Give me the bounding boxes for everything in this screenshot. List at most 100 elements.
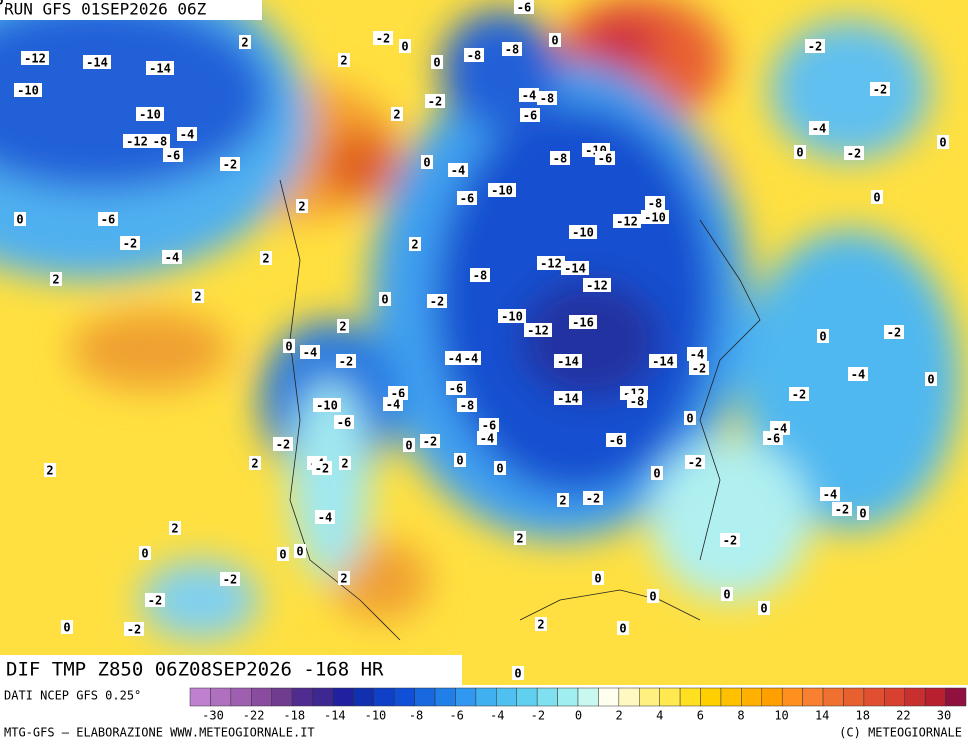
contour-label-box — [820, 487, 840, 501]
contour-label: 2 — [516, 532, 523, 546]
contour-label-box — [884, 325, 904, 339]
contour-label: 0 — [63, 621, 70, 635]
legend-tick-label: -6 — [449, 709, 463, 723]
contour-label: -8 — [553, 152, 567, 166]
contour-label-box — [809, 121, 829, 135]
contour-label: 0 — [16, 213, 23, 227]
contour-label-box — [14, 212, 26, 226]
contour-label: 0 — [279, 548, 286, 562]
contour-label-box — [870, 82, 890, 96]
contour-label-box — [470, 268, 490, 282]
contour-label: 2 — [339, 320, 346, 334]
contour-label-box — [498, 309, 526, 323]
contour-label: 0 — [873, 191, 880, 205]
contour-label-box — [844, 146, 864, 160]
contour-label-box — [283, 339, 295, 353]
contour-label-box — [123, 134, 151, 148]
contour-label-box — [645, 196, 665, 210]
contour-label: -6 — [482, 419, 496, 433]
contour-label: -8 — [630, 395, 644, 409]
color-swatch — [414, 687, 436, 707]
contour-label-box — [337, 319, 349, 333]
color-swatch — [924, 687, 946, 707]
contour-label: -8 — [467, 49, 481, 63]
contour-label: -6 — [517, 1, 531, 15]
contour-label: -4 — [690, 348, 704, 362]
color-swatch — [516, 687, 538, 707]
legend-tick-label: -22 — [243, 709, 265, 723]
contour-label-box — [145, 593, 165, 607]
contour-label: -2 — [423, 435, 437, 449]
contour-label: -4 — [165, 251, 179, 265]
contour-label: -6 — [766, 432, 780, 446]
legend-tick-label: -18 — [283, 709, 305, 723]
color-swatch — [618, 687, 640, 707]
contour-label-box — [427, 294, 447, 308]
color-swatch — [741, 687, 763, 707]
contour-label: 2 — [46, 464, 53, 478]
contour-label: -14 — [557, 355, 579, 369]
contour-label-box — [789, 387, 809, 401]
contour-label-box — [312, 461, 332, 475]
contour-label-box — [220, 157, 240, 171]
contour-label: -12 — [616, 215, 638, 229]
contour-label-box — [339, 456, 351, 470]
contour-label-box — [249, 456, 261, 470]
contour-label: 0 — [619, 622, 626, 636]
contour-label-box — [848, 367, 868, 381]
contour-label-box — [296, 199, 308, 213]
contour-label-box — [857, 506, 869, 520]
contour-label-box — [448, 163, 468, 177]
contour-label: 2 — [241, 36, 248, 50]
contour-label-box — [162, 250, 182, 264]
contour-label: 0 — [514, 667, 521, 681]
contour-label: -2 — [873, 83, 887, 97]
color-swatch — [189, 687, 211, 707]
contour-label: -14 — [564, 262, 586, 276]
contour-label-box — [420, 434, 440, 448]
contour-label-box — [313, 398, 341, 412]
contour-label: 0 — [296, 545, 303, 559]
contour-label: -12 — [586, 279, 608, 293]
contour-label: 0 — [496, 462, 503, 476]
contour-label: -10 — [501, 310, 523, 324]
contour-label-box — [44, 463, 56, 477]
contour-label-box — [300, 345, 320, 359]
contour-label: -2 — [223, 573, 237, 587]
contour-label: -2 — [723, 534, 737, 548]
contour-label: 0 — [551, 34, 558, 48]
contour-label: -16 — [572, 316, 594, 330]
contour-label-box — [488, 183, 516, 197]
legend-tick-label: -30 — [202, 709, 224, 723]
contour-label: -4 — [464, 352, 478, 366]
contour-label-box — [14, 83, 42, 97]
contour-label-box — [277, 547, 289, 561]
contour-label: -2 — [127, 623, 141, 637]
contour-label-box — [641, 210, 669, 224]
contour-label: -8 — [505, 43, 519, 57]
contour-label-box — [758, 601, 770, 615]
contour-label: -8 — [540, 92, 554, 106]
contour-label: 0 — [456, 454, 463, 468]
color-swatch — [332, 687, 354, 707]
contour-label: -10 — [572, 226, 594, 240]
legend-tick-label: 30 — [937, 709, 951, 723]
contour-label-box — [627, 394, 647, 408]
legend-tick-label: 2 — [615, 709, 622, 723]
legend-tick-label: -8 — [409, 709, 423, 723]
contour-label-box — [120, 236, 140, 250]
contour-label-box — [502, 42, 522, 56]
footer-left: MTG-GFS — ELABORAZIONE WWW.METEOGIORNALE… — [4, 726, 315, 740]
legend-tick-label: 22 — [896, 709, 910, 723]
contour-label-box — [583, 491, 603, 505]
contour-label-box — [139, 546, 151, 560]
legend-tick-label: 18 — [856, 709, 870, 723]
contour-label-box — [554, 354, 582, 368]
contour-label-box — [403, 438, 415, 452]
footer-right: (C) METEOGIORNALE — [839, 726, 962, 740]
contour-label: 0 — [653, 467, 660, 481]
contour-label-box — [494, 461, 506, 475]
contour-label: 2 — [340, 54, 347, 68]
contour-label-box — [554, 391, 582, 405]
contour-label-box — [937, 135, 949, 149]
